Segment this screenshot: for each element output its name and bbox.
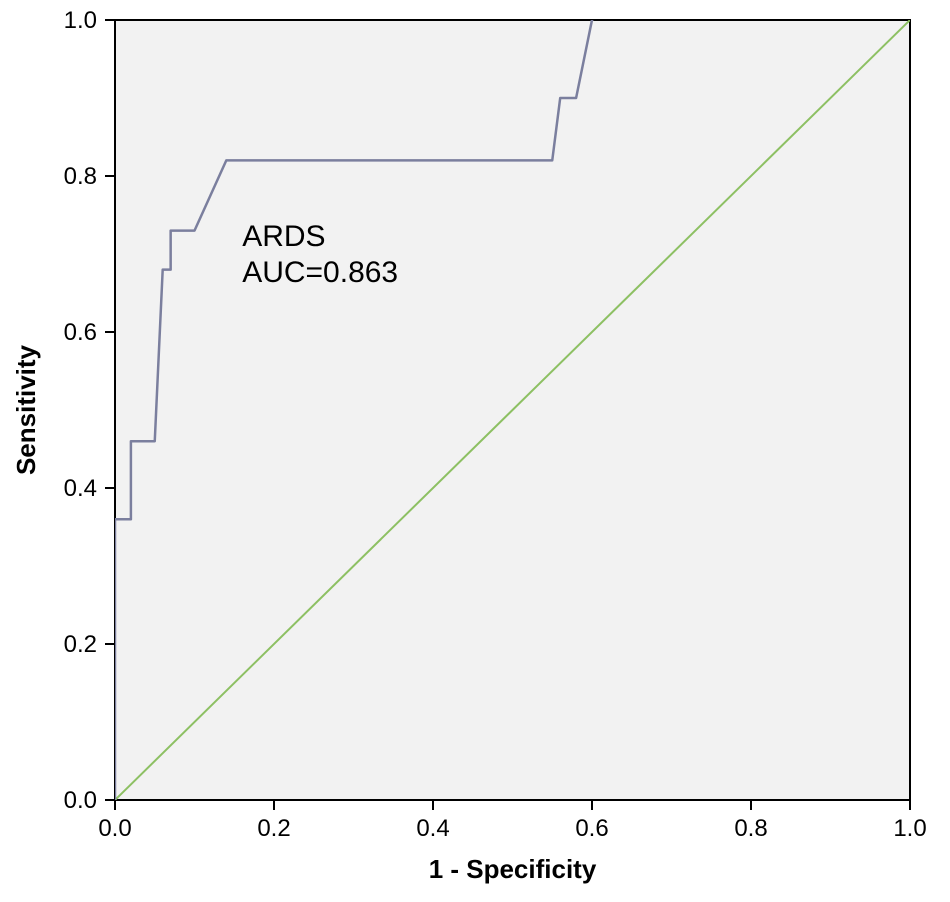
svg-text:0.0: 0.0 <box>98 815 131 842</box>
svg-text:0.0: 0.0 <box>64 787 97 814</box>
svg-text:0.2: 0.2 <box>257 815 290 842</box>
svg-text:1.0: 1.0 <box>893 815 926 842</box>
svg-text:0.4: 0.4 <box>64 475 97 502</box>
roc-chart: 0.0 0.2 0.4 0.6 0.8 1.0 0.0 0.2 0.4 0.6 0.8 1.0 1 - … <box>0 0 950 902</box>
svg-text:0.8: 0.8 <box>64 163 97 190</box>
svg-text:0.2: 0.2 <box>64 631 97 658</box>
svg-text:1 - Specificity: 1 - Specificity <box>429 854 597 884</box>
svg-text:0.6: 0.6 <box>575 815 608 842</box>
svg-text:0.6: 0.6 <box>64 319 97 346</box>
svg-text:ARDS: ARDS <box>242 220 325 253</box>
svg-text:Sensitivity: Sensitivity <box>11 344 41 475</box>
svg-text:AUC=0.863: AUC=0.863 <box>242 256 398 289</box>
svg-text:0.8: 0.8 <box>734 815 767 842</box>
svg-text:1.0: 1.0 <box>64 7 97 34</box>
chart-svg: 0.0 0.2 0.4 0.6 0.8 1.0 0.0 0.2 0.4 0.6 0.8 1.0 1 - … <box>0 0 950 902</box>
svg-text:0.4: 0.4 <box>416 815 449 842</box>
